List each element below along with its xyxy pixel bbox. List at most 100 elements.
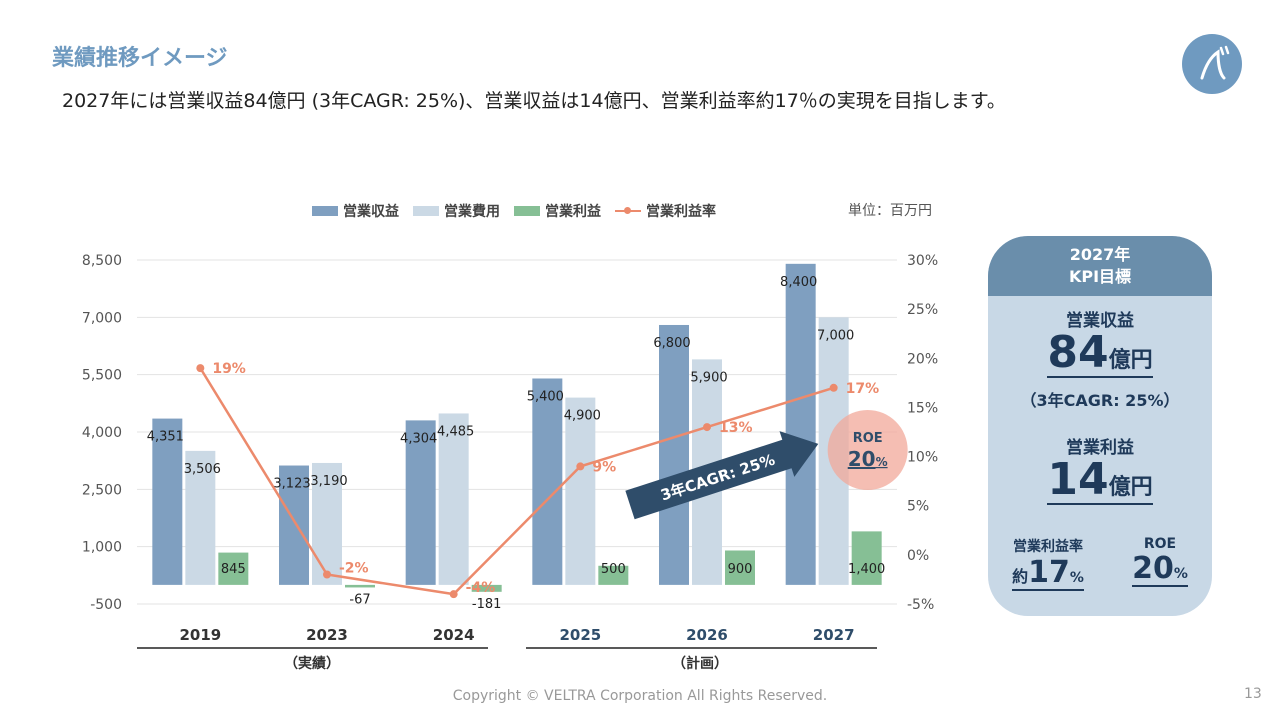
legend-item-profit: 営業利益 (514, 201, 601, 221)
bar-value-label-expense: 4,900 (564, 409, 601, 424)
kpi-panel: 2027年 KPI目標 営業収益 84億円 （3年CAGR: 25%） 営業利益… (988, 236, 1212, 616)
y-left-tick-label: 2,500 (82, 482, 122, 498)
bar-value-label-profit: 845 (221, 562, 246, 577)
bar-value-label-revenue: 4,304 (400, 431, 437, 446)
kpi-revenue-note: （3年CAGR: 25%） (1020, 391, 1180, 410)
kpi-margin-prefix: 約 (1012, 567, 1029, 586)
margin-value-label: 19% (212, 361, 246, 377)
bar-value-label-profit: 500 (601, 562, 626, 577)
bar-expense (185, 450, 216, 585)
page-subtitle: 2027年には営業収益84億円 (3年CAGR: 25%)、営業収益は14億円、… (62, 90, 1006, 112)
roe-annotation-label: ROE (853, 431, 883, 446)
performance-chart: -500 1,000 2,500 4,000 5,500 7,000 8,500 -5% 0% 5… (82, 253, 938, 672)
legend-label-revenue: 営業収益 (343, 204, 399, 220)
cagr-arrow-shape (625, 431, 819, 520)
kpi-revenue-value: 84億円 (988, 331, 1212, 385)
y-left-tick-label: 8,500 (82, 253, 122, 269)
margin-value-label: 13% (719, 420, 753, 436)
bar-expense (565, 397, 596, 585)
margin-point (829, 383, 838, 392)
y-left-tick-label: -500 (90, 597, 122, 613)
bar-value-label-profit: 1,400 (848, 562, 885, 577)
y-left-tick-label: 1,000 (82, 540, 122, 556)
y-left-tick-label: 4,000 (82, 425, 122, 441)
kpi-roe-unit: % (1173, 566, 1188, 582)
kpi-profit-label: 営業利益 (1066, 438, 1134, 458)
kpi-profit-value: 14億円 (988, 458, 1212, 512)
margin-point (323, 570, 331, 579)
margin-value-label: 17% (846, 381, 880, 397)
copyright: Copyright © VELTRA Corporation All Right… (452, 688, 828, 704)
veltra-logo-icon (1182, 34, 1242, 94)
x-category-label: 2025 (559, 626, 601, 644)
bar-revenue (279, 465, 309, 585)
y-right-tick-label: 5% (907, 499, 929, 515)
bar-value-label-revenue: 4,351 (147, 430, 184, 445)
margin-point (449, 590, 458, 599)
y-left-tick-label: 5,500 (82, 368, 122, 384)
kpi-margin-unit: % (1069, 570, 1084, 586)
margin-value-label: 9% (592, 459, 616, 475)
x-category-label: 2023 (306, 626, 348, 644)
group-label-actual: （実績） (284, 655, 340, 672)
unit-label: 単位：百万円 (848, 203, 932, 219)
bar-value-label-expense: 3,506 (184, 462, 221, 477)
margin-point (576, 462, 585, 471)
page-title: 業績推移イメージ (52, 46, 228, 71)
margin-value-label: -4% (466, 580, 496, 596)
bar-value-label-revenue: 8,400 (780, 275, 817, 290)
legend-label-profit: 営業利益 (545, 204, 601, 220)
kpi-profit-number: 14 (1047, 454, 1109, 505)
page-number: 13 (1244, 686, 1262, 702)
y-right-tick-label: 15% (907, 400, 938, 416)
y-left-tick-label: 7,000 (82, 310, 122, 326)
y-right-tick-label: 25% (907, 302, 938, 318)
bar-revenue (659, 324, 689, 585)
kpi-header-year: 2027年 (1069, 245, 1131, 264)
legend-swatch-margin (615, 206, 641, 216)
margin-line (199, 367, 835, 596)
bar-value-label-expense: 7,000 (817, 328, 854, 343)
roe-annotation-number: 20 (848, 447, 876, 471)
kpi-header: 2027年 KPI目標 (988, 236, 1212, 296)
group-label-plan: （計画） (672, 655, 728, 672)
legend-item-revenue: 営業収益 (312, 201, 399, 221)
x-category-label: 2019 (179, 626, 221, 644)
bar-value-label-expense: 3,190 (310, 474, 347, 489)
bar-profit (851, 531, 882, 585)
kpi-revenue-label: 営業収益 (1066, 311, 1134, 331)
margin-point (703, 423, 711, 432)
margin-value-label: -2% (339, 561, 369, 577)
margin-point (196, 364, 205, 373)
roe-highlight-circle (827, 410, 908, 490)
kpi-roe-number: 20 (1132, 551, 1174, 586)
kpi-profit-unit: 億円 (1108, 475, 1153, 500)
bar-profit (471, 584, 502, 592)
y-right-tick-label: -5% (907, 597, 934, 613)
kpi-margin-number: 17 (1028, 555, 1070, 590)
x-category-label: 2026 (686, 626, 728, 644)
bar-profit (725, 550, 755, 585)
bar-expense (312, 462, 342, 585)
bar-value-label-profit: -181 (472, 597, 502, 612)
bar-revenue (785, 263, 816, 585)
bar-value-label-profit: -67 (349, 592, 370, 607)
bar-revenue (532, 378, 563, 585)
kpi-revenue-number: 84 (1047, 327, 1109, 378)
x-category-label: 2024 (433, 626, 475, 644)
bar-profit (598, 565, 629, 585)
bar-value-label-revenue: 5,400 (527, 389, 564, 404)
bar-profit (218, 552, 249, 585)
legend-label-expense: 営業費用 (444, 204, 500, 220)
bar-revenue (405, 420, 436, 585)
bar-value-label-profit: 900 (728, 562, 753, 577)
kpi-roe: ROE 20% (1132, 536, 1188, 591)
kpi-revenue-unit: 億円 (1108, 348, 1153, 373)
bar-value-label-expense: 5,900 (690, 370, 727, 385)
kpi-roe-label: ROE (1143, 536, 1177, 552)
bar-expense (438, 413, 469, 585)
bar-value-label-revenue: 6,800 (653, 336, 690, 351)
legend-swatch-expense (413, 206, 439, 216)
roe-annotation-value: 20% (848, 447, 888, 471)
bar-revenue (152, 418, 183, 585)
